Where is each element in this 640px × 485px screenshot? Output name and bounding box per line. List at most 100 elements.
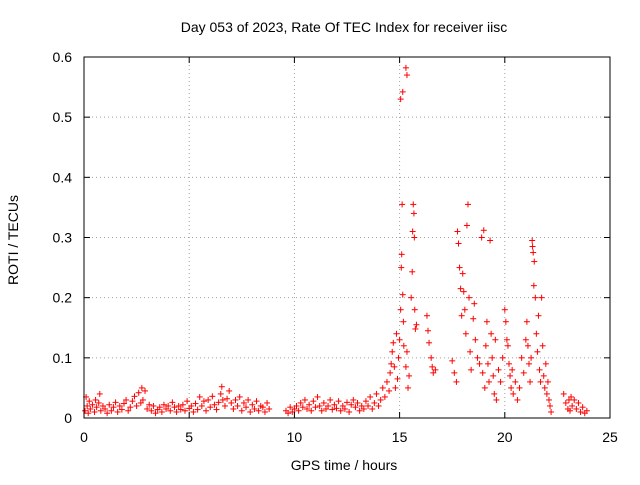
data-point — [251, 405, 258, 412]
data-point — [160, 401, 167, 408]
data-point — [518, 354, 525, 361]
data-point — [232, 396, 239, 403]
data-point — [493, 396, 500, 403]
x-tick-label: 10 — [287, 429, 303, 445]
data-point — [397, 96, 404, 103]
data-point — [503, 336, 510, 343]
data-point — [472, 336, 479, 343]
data-point — [325, 402, 332, 409]
x-tick-label: 25 — [602, 429, 618, 445]
data-point — [575, 399, 582, 406]
data-point — [495, 366, 502, 373]
data-point — [467, 348, 474, 355]
data-point — [423, 312, 430, 319]
data-point — [207, 404, 214, 411]
data-point — [548, 408, 555, 415]
data-point — [530, 249, 537, 256]
data-point — [205, 396, 212, 403]
data-point — [413, 321, 420, 328]
data-point — [406, 372, 413, 379]
data-point — [158, 408, 165, 415]
data-point — [408, 294, 415, 301]
data-point — [356, 407, 363, 414]
y-axis-label: ROTI / TECUs — [5, 195, 21, 285]
data-point — [217, 390, 224, 397]
data-point — [386, 387, 393, 394]
data-point — [538, 294, 545, 301]
data-point — [487, 237, 494, 244]
data-point — [89, 401, 96, 408]
data-point — [402, 363, 409, 370]
data-point — [85, 410, 92, 417]
data-point — [409, 228, 416, 235]
data-point — [537, 378, 544, 385]
data-point — [542, 360, 549, 367]
data-point — [367, 393, 374, 400]
data-point — [110, 404, 117, 411]
data-point — [460, 288, 467, 295]
data-point — [512, 378, 519, 385]
data-point — [471, 300, 478, 307]
data-point — [224, 395, 231, 402]
data-point — [432, 366, 439, 373]
y-tick-label: 0.4 — [53, 169, 73, 185]
data-point — [449, 357, 456, 364]
data-point — [118, 406, 125, 413]
data-point — [209, 393, 216, 400]
data-point — [247, 408, 254, 415]
data-point — [203, 407, 210, 414]
data-point — [412, 325, 419, 332]
data-point — [112, 399, 119, 406]
data-point — [490, 372, 497, 379]
data-point — [533, 330, 540, 337]
data-point — [525, 360, 532, 367]
data-point — [488, 330, 495, 337]
data-point — [541, 384, 548, 391]
data-point — [506, 360, 513, 367]
data-point — [459, 270, 466, 277]
data-point — [451, 369, 458, 376]
data-point — [491, 390, 498, 397]
data-point — [135, 389, 142, 396]
data-point — [97, 407, 104, 414]
data-point — [535, 312, 542, 319]
data-point — [455, 240, 462, 247]
data-point — [177, 406, 184, 413]
data-point — [219, 396, 226, 403]
data-point — [565, 396, 572, 403]
data-point — [393, 330, 400, 337]
data-point — [333, 405, 340, 412]
data-point — [489, 354, 496, 361]
data-point — [86, 398, 93, 405]
data-point — [146, 401, 153, 408]
data-point — [454, 228, 461, 235]
data-point — [169, 399, 176, 406]
data-point — [568, 393, 575, 400]
data-point — [383, 378, 390, 385]
data-point — [240, 399, 247, 406]
data-point — [463, 222, 470, 229]
data-point — [560, 390, 567, 397]
data-point — [114, 408, 121, 415]
data-point — [476, 360, 483, 367]
data-point — [102, 405, 109, 412]
data-point — [468, 366, 475, 373]
data-point — [200, 398, 207, 405]
data-point — [215, 399, 222, 406]
data-point — [171, 404, 178, 411]
y-tick-label: 0 — [64, 410, 72, 426]
data-point — [173, 408, 180, 415]
data-point — [297, 399, 304, 406]
data-point — [259, 404, 266, 411]
x-tick-label: 15 — [392, 429, 408, 445]
data-point — [387, 369, 394, 376]
data-point — [148, 407, 155, 414]
data-point — [478, 234, 485, 241]
data-point — [198, 402, 205, 409]
data-point — [502, 318, 509, 325]
data-point — [350, 396, 357, 403]
data-point — [474, 354, 481, 361]
data-point — [508, 384, 515, 391]
